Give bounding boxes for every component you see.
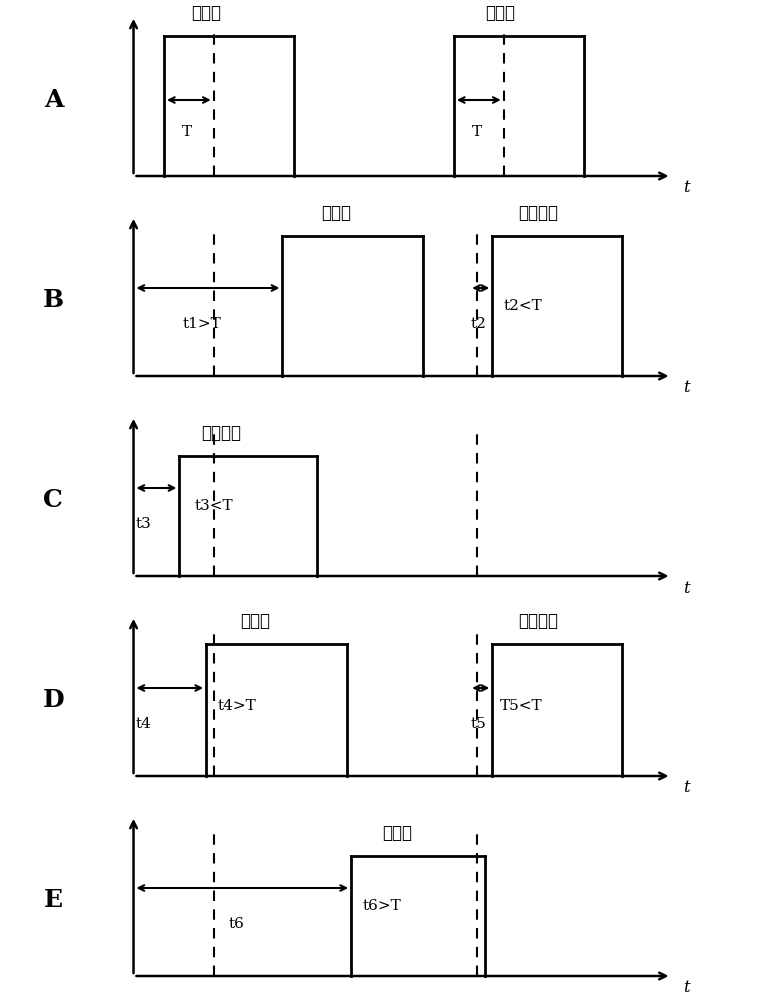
Text: t6>T: t6>T [362, 899, 401, 913]
Text: t4>T: t4>T [217, 699, 256, 713]
Text: t5: t5 [471, 717, 487, 731]
Text: A: A [43, 88, 63, 112]
Text: T: T [182, 125, 192, 139]
Text: 串扰脉冲: 串扰脉冲 [201, 424, 241, 442]
Text: D: D [43, 688, 64, 712]
Text: t1>T: t1>T [183, 317, 221, 331]
Text: t: t [683, 980, 690, 996]
Text: t: t [683, 379, 690, 396]
Text: C: C [43, 488, 63, 512]
Text: t: t [683, 580, 690, 596]
Text: 串扰脉冲: 串扰脉冲 [518, 204, 558, 222]
Text: B: B [43, 288, 64, 312]
Text: T: T [472, 125, 482, 139]
Text: 光脉冲: 光脉冲 [191, 4, 221, 22]
Text: t3: t3 [136, 517, 152, 531]
Text: 串扰脉冲: 串扰脉冲 [518, 612, 558, 630]
Text: t2: t2 [471, 317, 487, 331]
Text: 光脉冲: 光脉冲 [485, 4, 515, 22]
Text: E: E [44, 888, 63, 912]
Text: 光脉冲: 光脉冲 [382, 824, 412, 842]
Text: t: t [683, 780, 690, 796]
Text: T5<T: T5<T [500, 699, 542, 713]
Text: t6: t6 [229, 917, 244, 931]
Text: t4: t4 [136, 717, 152, 731]
Text: t: t [683, 180, 690, 196]
Text: t3<T: t3<T [195, 499, 233, 513]
Text: 光脉冲: 光脉冲 [320, 204, 351, 222]
Text: 光脉冲: 光脉冲 [240, 612, 271, 630]
Text: t2<T: t2<T [504, 299, 542, 313]
